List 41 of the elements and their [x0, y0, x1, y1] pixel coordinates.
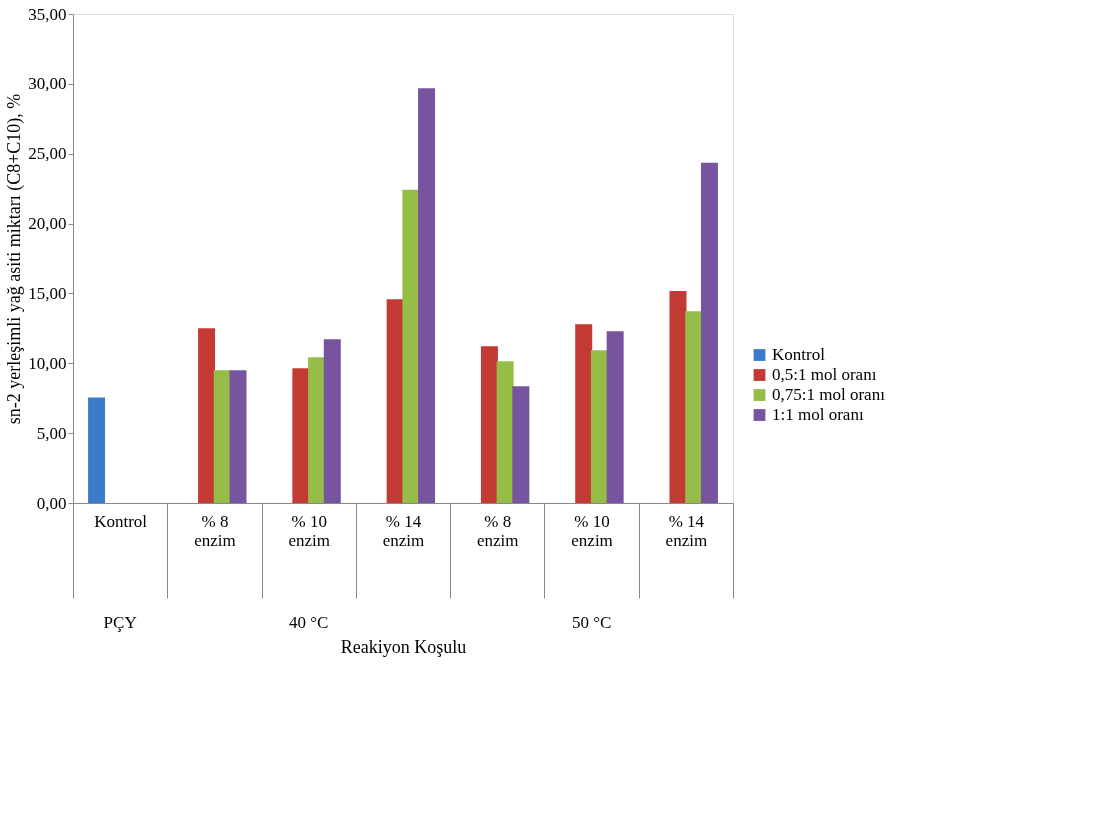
y-axis-title: sn-2 yerleşimli yağ asiti miktarı (C8+C10), % — [4, 93, 26, 425]
y-tick-label: 20,00 — [28, 214, 67, 234]
text: 40 °C — [289, 613, 329, 632]
bar — [496, 361, 514, 503]
bar — [323, 339, 341, 503]
bar — [606, 331, 624, 503]
y-tick-label: 15,00 — [28, 283, 67, 303]
y-tick-label: 10,00 — [28, 353, 67, 373]
y-tick-label: 25,00 — [28, 144, 67, 164]
legend-label: 0,75:1 mol oranı — [772, 385, 886, 405]
bar — [590, 350, 608, 503]
x-tick-label: % 14 enzim — [665, 511, 708, 550]
legend-label: 1:1 mol oranı — [772, 405, 864, 425]
y-tick-label: 30,00 — [28, 74, 67, 94]
bar — [700, 162, 718, 503]
bar — [418, 88, 436, 503]
bar — [213, 370, 231, 503]
x-tick-label: % 8 enzim — [194, 511, 236, 550]
x-tick-label: % 8 enzim — [477, 511, 519, 550]
bar — [480, 346, 498, 503]
text: PÇY — [103, 613, 137, 632]
x-tick-label: % 10 enzim — [571, 511, 613, 550]
bar — [685, 311, 703, 503]
text: 50 °C — [571, 613, 612, 632]
bar — [229, 370, 247, 503]
legend-label: 0,5:1 mol oranı — [772, 365, 877, 385]
bar — [198, 328, 216, 503]
x-tick-label: Kontrol — [94, 511, 148, 531]
x-axis-title: Reakiyon Koşulu — [340, 637, 467, 657]
y-tick-label: 5,00 — [36, 423, 67, 443]
y-tick-label: 35,00 — [28, 4, 67, 24]
bar — [402, 189, 420, 503]
bar — [575, 324, 593, 503]
bar — [88, 397, 106, 503]
x-tick-label: % 14 enzim — [382, 511, 425, 550]
y-tick-label: 0,00 — [36, 493, 67, 513]
x-tick-label: % 10 enzim — [288, 511, 330, 550]
legend-label: Kontrol — [772, 345, 826, 365]
bar — [292, 368, 310, 503]
bar — [512, 386, 530, 503]
bar — [308, 357, 326, 503]
